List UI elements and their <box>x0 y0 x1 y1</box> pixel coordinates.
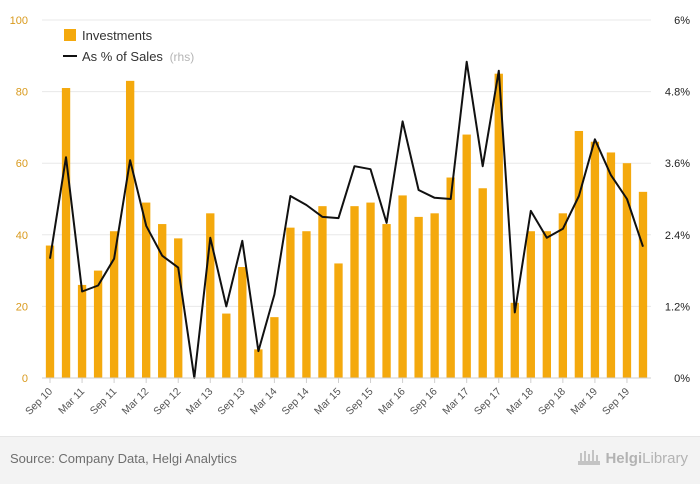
x-tick-label: Sep 11 <box>88 386 120 418</box>
bar-investments <box>430 213 439 378</box>
brand-name: HelgiLibrary <box>605 450 688 467</box>
bar-investments <box>45 245 55 378</box>
x-tick-label: Mar 15 <box>312 386 344 418</box>
x-tick-label: Mar 17 <box>440 386 472 418</box>
bar-investments <box>77 284 87 378</box>
bar-investments <box>558 213 568 378</box>
y-left-tick-label: 40 <box>16 230 28 242</box>
bar-investments <box>222 313 231 378</box>
bar-investments <box>574 130 584 378</box>
x-tick-label: Sep 18 <box>536 386 568 418</box>
bar-investments <box>302 231 311 378</box>
y-right-tick-label: 4.8% <box>665 87 690 99</box>
brand-logo: HelgiLibrary <box>577 449 688 467</box>
legend-label-sales-pct-name: As % of Sales <box>82 49 163 64</box>
bar-investments <box>398 195 407 378</box>
bar-investments <box>334 263 343 378</box>
y-right-tick-label: 3.6% <box>665 158 690 170</box>
bar-investments <box>318 206 327 378</box>
source-note: Source: Company Data, Helgi Analytics <box>10 451 237 466</box>
x-tick-label: Mar 11 <box>56 386 87 417</box>
bar-investments <box>590 141 600 378</box>
x-tick-label: Mar 12 <box>120 386 152 418</box>
y-right-tick-label: 6% <box>674 15 690 27</box>
y-right-tick-label: 2.4% <box>665 230 690 242</box>
y-right-tick-label: 0% <box>674 373 690 385</box>
bar-investments <box>125 80 135 379</box>
line-series <box>49 60 644 379</box>
bar-investments <box>462 134 471 378</box>
bar-investments <box>174 238 183 378</box>
y-left-tick-label: 60 <box>16 158 28 170</box>
x-tick-label: Sep 10 <box>23 386 55 418</box>
x-tick-label: Sep 12 <box>151 386 183 418</box>
bar-series <box>45 73 648 379</box>
bar-investments <box>109 231 119 378</box>
y-left-tick-label: 20 <box>16 301 28 313</box>
bar-investments <box>206 213 215 378</box>
bar-investments <box>638 191 648 378</box>
bar-investments <box>382 224 391 378</box>
y-left-tick-label: 80 <box>16 87 28 99</box>
legend-label-sales-pct: As % of Sales (rhs) <box>82 49 194 64</box>
x-tick-label: Mar 14 <box>248 386 280 418</box>
x-tick-label: Mar 19 <box>568 386 600 418</box>
bar-investments <box>61 88 71 379</box>
library-logo-icon <box>578 450 601 465</box>
bar-investments <box>93 270 103 378</box>
x-tick-label: Mar 13 <box>184 386 216 418</box>
x-tick-label: Sep 14 <box>280 386 312 418</box>
bar-investments <box>270 317 279 378</box>
x-tick-label: Sep 15 <box>344 386 376 418</box>
bar-investments <box>542 231 551 378</box>
bar-investments <box>366 202 375 378</box>
line-sales-pct <box>49 60 644 379</box>
footer: Source: Company Data, Helgi Analytics He… <box>0 436 700 484</box>
bar-investments <box>494 73 503 378</box>
legend-swatch-investments <box>64 29 76 41</box>
legend-label-sales-pct-suffix: (rhs) <box>170 50 195 64</box>
bar-investments <box>526 231 535 378</box>
bar-investments <box>142 202 151 378</box>
brand-name-light: Library <box>642 449 688 467</box>
x-tick-label: Mar 16 <box>376 386 408 418</box>
legend: Investments As % of Sales (rhs) <box>63 28 194 64</box>
bar-investments <box>158 224 167 378</box>
x-tick-label: Sep 16 <box>408 386 440 418</box>
bar-investments <box>622 163 632 378</box>
bar-investments <box>510 302 519 378</box>
bar-investments <box>238 267 247 378</box>
bar-investments <box>606 152 616 378</box>
bar-investments <box>350 206 359 378</box>
bar-investments <box>414 216 423 378</box>
bar-investments <box>446 177 455 378</box>
bar-investments <box>286 227 295 378</box>
x-tick-label: Mar 18 <box>504 386 536 418</box>
x-tick-label: Sep 17 <box>472 386 504 418</box>
bar-investments <box>254 349 263 378</box>
brand-name-bold: Helgi <box>605 449 643 467</box>
y-left-tick-label: 0 <box>22 373 28 385</box>
legend-label-investments: Investments <box>82 28 153 43</box>
y-right-tick-label: 1.2% <box>665 301 690 313</box>
bar-investments <box>478 188 487 378</box>
x-tick-label: Sep 13 <box>215 386 247 418</box>
y-left-tick-label: 100 <box>10 15 28 27</box>
x-tick-label: Sep 19 <box>600 386 632 418</box>
